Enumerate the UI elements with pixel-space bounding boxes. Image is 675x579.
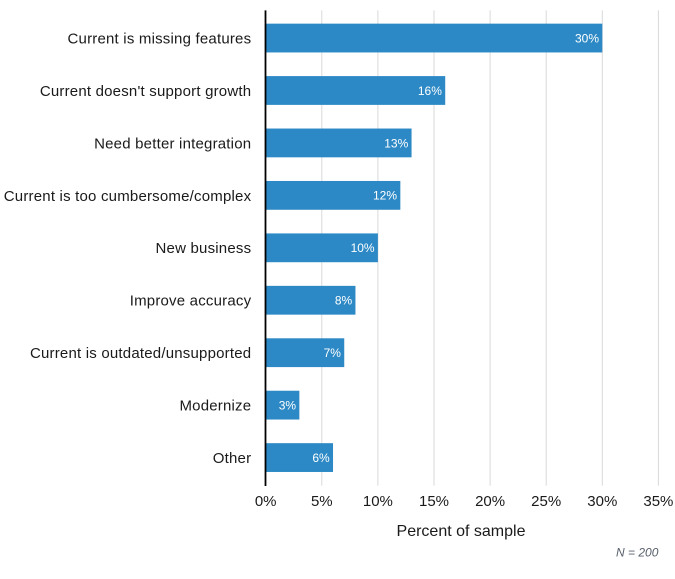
svg-text:New business: New business xyxy=(156,240,252,257)
svg-text:Other: Other xyxy=(213,450,252,467)
svg-text:Need better integration: Need better integration xyxy=(94,135,251,152)
svg-text:10%: 10% xyxy=(363,493,393,510)
svg-text:35%: 35% xyxy=(643,493,673,510)
svg-text:15%: 15% xyxy=(419,493,449,510)
svg-text:16%: 16% xyxy=(418,84,442,98)
svg-text:Current is too cumbersome/comp: Current is too cumbersome/complex xyxy=(4,188,252,205)
svg-text:Improve accuracy: Improve accuracy xyxy=(130,293,252,310)
svg-text:N = 200: N = 200 xyxy=(616,545,659,559)
svg-text:6%: 6% xyxy=(312,451,330,465)
svg-text:12%: 12% xyxy=(373,189,397,203)
svg-text:25%: 25% xyxy=(531,493,561,510)
svg-text:8%: 8% xyxy=(335,294,353,308)
svg-text:30%: 30% xyxy=(575,31,599,45)
svg-text:3%: 3% xyxy=(279,398,297,412)
svg-text:Current is outdated/unsupporte: Current is outdated/unsupported xyxy=(30,345,251,362)
svg-text:0%: 0% xyxy=(255,493,277,510)
svg-text:7%: 7% xyxy=(324,346,342,360)
svg-text:Current is missing features: Current is missing features xyxy=(68,30,252,47)
svg-text:13%: 13% xyxy=(384,136,408,150)
svg-text:30%: 30% xyxy=(587,493,617,510)
svg-text:20%: 20% xyxy=(475,493,505,510)
svg-text:Modernize: Modernize xyxy=(179,398,251,415)
svg-text:10%: 10% xyxy=(351,241,375,255)
svg-text:Current doesn't support growth: Current doesn't support growth xyxy=(40,83,251,100)
svg-text:Percent of sample: Percent of sample xyxy=(397,523,526,540)
svg-text:5%: 5% xyxy=(311,493,333,510)
